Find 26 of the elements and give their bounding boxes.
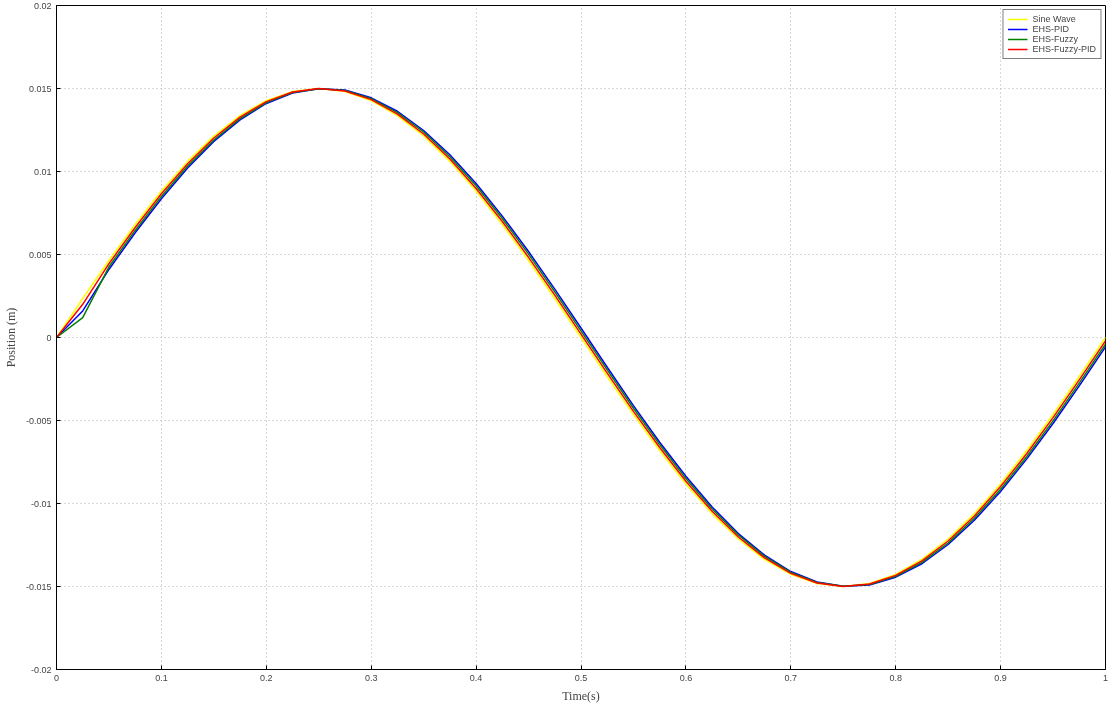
legend-label: Sine Wave — [1032, 14, 1076, 24]
y-tick-label: 0.02 — [33, 0, 52, 11]
y-tick-label: -0.02 — [30, 664, 52, 675]
y-tick-label: -0.015 — [25, 581, 52, 592]
x-tick-label: 0.5 — [574, 672, 588, 683]
y-tick-label: 0.015 — [28, 83, 52, 94]
y-tick-label: 0.01 — [33, 166, 52, 177]
legend-label: EHS-Fuzzy-PID — [1032, 44, 1096, 54]
legend-label: EHS-PID — [1032, 24, 1069, 34]
legend-label: EHS-Fuzzy — [1032, 34, 1078, 44]
x-tick-label: 0 — [54, 672, 60, 683]
x-tick-label: 0.4 — [469, 672, 483, 683]
y-tick-label: -0.005 — [25, 415, 52, 426]
x-tick-label: 0.1 — [155, 672, 168, 683]
x-tick-label: 1 — [1103, 672, 1109, 683]
x-tick-label: 0.7 — [784, 672, 798, 683]
y-tick-label: 0.005 — [28, 249, 52, 260]
y-tick-label: 0 — [46, 332, 52, 343]
x-tick-label: 0.9 — [994, 672, 1007, 683]
x-tick-label: 0.6 — [679, 672, 693, 683]
x-tick-label: 0.2 — [260, 672, 273, 683]
y-tick-label: -0.01 — [30, 498, 52, 509]
x-tick-label: 0.8 — [889, 672, 902, 683]
x-tick-label: 0.3 — [364, 672, 378, 683]
x-axis-title: Time(s) — [562, 688, 600, 703]
y-axis-title: Position (m) — [3, 307, 18, 368]
